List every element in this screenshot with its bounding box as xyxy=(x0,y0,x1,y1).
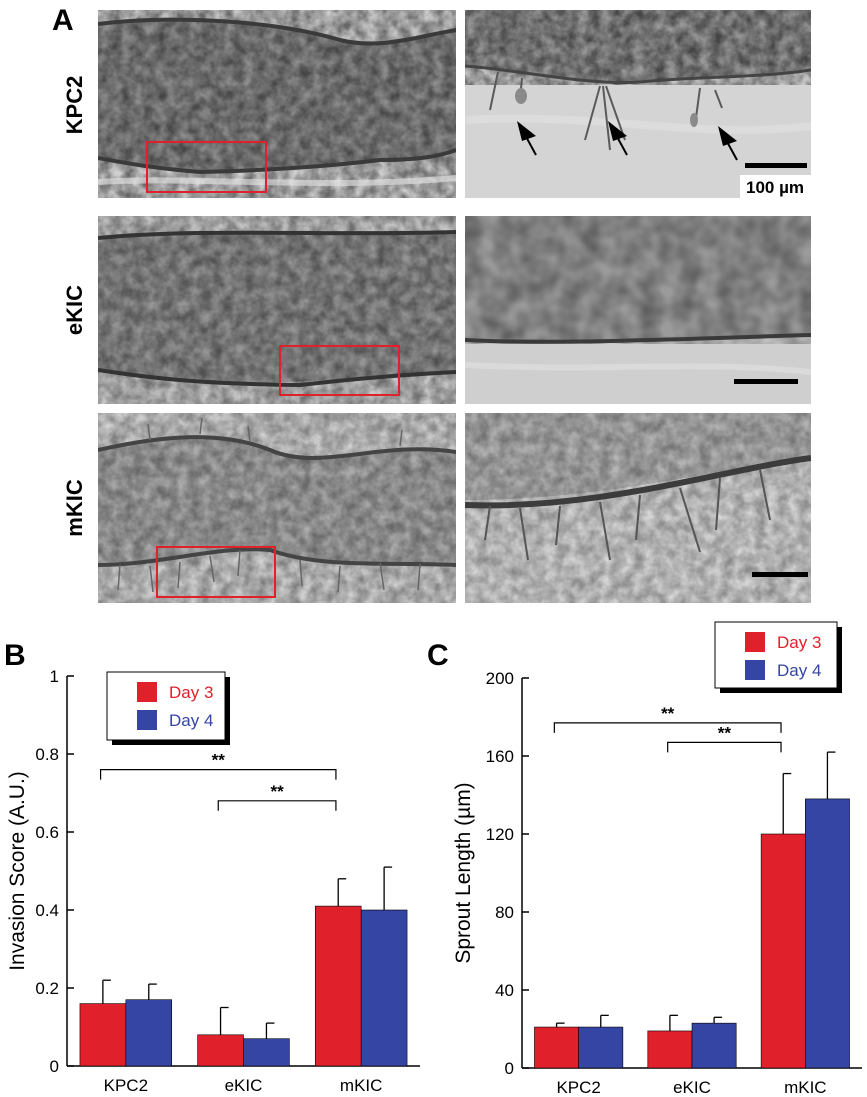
legend-swatch xyxy=(745,632,765,652)
x-tick-label: KPC2 xyxy=(556,1078,600,1097)
row-label-kpc2: KPC2 xyxy=(62,76,87,135)
inset-box-kpc2 xyxy=(146,141,267,193)
micrograph-mkic-overview xyxy=(98,413,456,603)
row-label-mkic: mKIC xyxy=(62,479,87,537)
bar-day-3-kpc2 xyxy=(534,1026,579,1069)
scale-bar-label-bg xyxy=(740,175,811,198)
bar-day-3-ekic xyxy=(197,1034,244,1067)
y-tick-label: 0.6 xyxy=(35,823,59,842)
inset-box-mkic xyxy=(156,546,276,598)
x-tick-label: mKIC xyxy=(340,1076,383,1095)
micrograph-ekic-overview xyxy=(98,216,456,404)
significance-label: ** xyxy=(661,704,675,723)
legend-label: Day 4 xyxy=(169,711,213,730)
y-tick-label: 0 xyxy=(505,1059,514,1078)
y-tick-label: 200 xyxy=(486,669,514,688)
significance-bracket xyxy=(99,769,337,780)
arrow-1 xyxy=(517,121,537,156)
bar-day-3-mkic xyxy=(314,905,362,1067)
y-tick-label: 1 xyxy=(50,667,59,686)
significance-bracket xyxy=(553,722,782,733)
legend-box xyxy=(714,621,838,689)
y-tick-label: 40 xyxy=(495,981,514,1000)
bar-day-4-kpc2 xyxy=(578,1026,624,1069)
significance-bracket xyxy=(217,800,337,811)
row-label-ekic: eKIC xyxy=(62,285,87,335)
y-tick-label: 80 xyxy=(495,903,514,922)
bar-day-4-ekic xyxy=(691,1022,737,1069)
inset-box-ekic xyxy=(279,345,400,396)
panel-a-label: A xyxy=(52,4,74,37)
legend-swatch xyxy=(745,660,765,680)
x-tick-label: eKIC xyxy=(673,1078,711,1097)
micrograph-kpc2-zoom xyxy=(465,10,811,198)
y-axis-label: Invasion Score (A.U.) xyxy=(6,771,29,971)
x-tick-label: eKIC xyxy=(225,1076,263,1095)
bar-day-4-mkic xyxy=(360,909,408,1067)
legend-label: Day 4 xyxy=(777,661,821,680)
panel-c-label: C xyxy=(427,639,449,672)
bar-day-3-kpc2 xyxy=(79,1003,127,1067)
micrograph-kpc2-overview xyxy=(98,10,456,198)
bar-day-4-ekic xyxy=(243,1038,290,1067)
significance-label: ** xyxy=(718,723,732,742)
y-tick-label: 160 xyxy=(486,747,514,766)
arrow-2 xyxy=(608,121,628,156)
scale-bar-mkic xyxy=(752,572,808,577)
legend-box xyxy=(106,671,226,741)
legend-label: Day 3 xyxy=(169,683,213,702)
scale-bar-label: 100 µm xyxy=(746,178,804,197)
chart-invasion-score: 0 0.2 0.4 0.6 0.8 1 Invasion Score (A.U.) KPC2 e… xyxy=(6,667,420,1095)
y-tick-label: 0.8 xyxy=(35,745,59,764)
scale-bar-kpc2 xyxy=(745,163,807,168)
legend-swatch xyxy=(137,710,157,730)
significance-label: ** xyxy=(212,751,226,770)
arrow-3 xyxy=(718,126,738,161)
x-tick-label: mKIC xyxy=(784,1078,827,1097)
bar-day-3-mkic xyxy=(760,833,806,1069)
bar-day-4-mkic xyxy=(805,798,850,1069)
y-tick-label: 0 xyxy=(50,1057,59,1076)
bar-day-3-ekic xyxy=(647,1030,693,1069)
y-tick-label: 0.2 xyxy=(35,979,59,998)
x-tick-label: KPC2 xyxy=(104,1076,148,1095)
bar-day-4-kpc2 xyxy=(125,999,173,1067)
legend-label: Day 3 xyxy=(777,633,821,652)
legend-swatch xyxy=(137,682,157,702)
significance-bracket xyxy=(667,741,782,753)
y-tick-label: 0.4 xyxy=(35,901,59,920)
significance-label: ** xyxy=(270,782,284,801)
chart-sprout-length: 0 40 80 120 160 200 Sprout Length (µm) KPC2 eKIC… xyxy=(452,621,862,1097)
micrograph-mkic-zoom xyxy=(465,413,811,603)
scale-bar-ekic xyxy=(734,379,798,384)
y-axis-label: Sprout Length (µm) xyxy=(452,782,475,963)
micrograph-ekic-zoom xyxy=(465,216,811,404)
panel-b-label: B xyxy=(4,639,26,672)
y-tick-label: 120 xyxy=(486,825,514,844)
